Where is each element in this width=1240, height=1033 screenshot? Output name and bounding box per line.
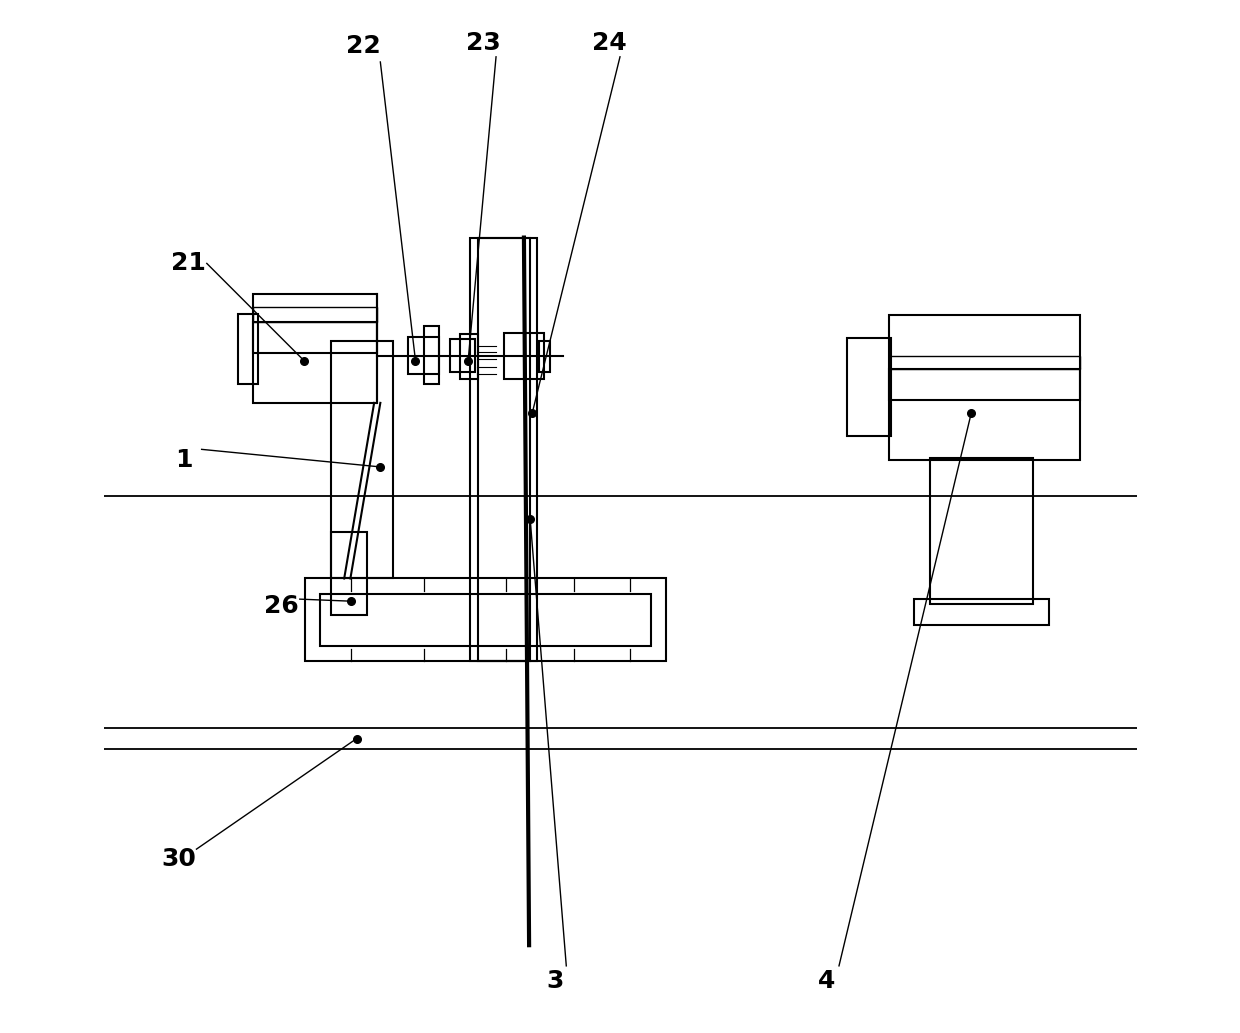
Bar [238, 314, 258, 384]
Text: 23: 23 [466, 31, 501, 56]
Text: 21: 21 [171, 251, 206, 276]
Bar [331, 341, 393, 578]
Bar [889, 356, 1080, 369]
Bar [479, 238, 531, 661]
Bar [305, 578, 666, 661]
Bar [889, 369, 1080, 400]
Bar [889, 315, 1080, 460]
Bar [424, 326, 439, 384]
Text: 30: 30 [161, 847, 196, 872]
Text: 4: 4 [818, 969, 836, 994]
Text: 3: 3 [547, 969, 564, 994]
Bar [253, 294, 377, 403]
Bar [253, 307, 377, 322]
Bar [930, 458, 1033, 604]
Bar [539, 341, 549, 372]
Bar [914, 599, 1049, 625]
Bar [460, 334, 479, 379]
Bar [450, 339, 475, 372]
Text: 24: 24 [593, 31, 627, 56]
Bar [470, 238, 537, 661]
Text: 26: 26 [264, 594, 299, 619]
Bar [505, 333, 543, 379]
Bar [253, 322, 377, 353]
Bar [320, 594, 651, 646]
Bar [847, 338, 890, 436]
Text: 22: 22 [346, 34, 381, 59]
Text: 1: 1 [175, 447, 193, 472]
Bar [331, 532, 367, 615]
Bar [408, 337, 439, 374]
